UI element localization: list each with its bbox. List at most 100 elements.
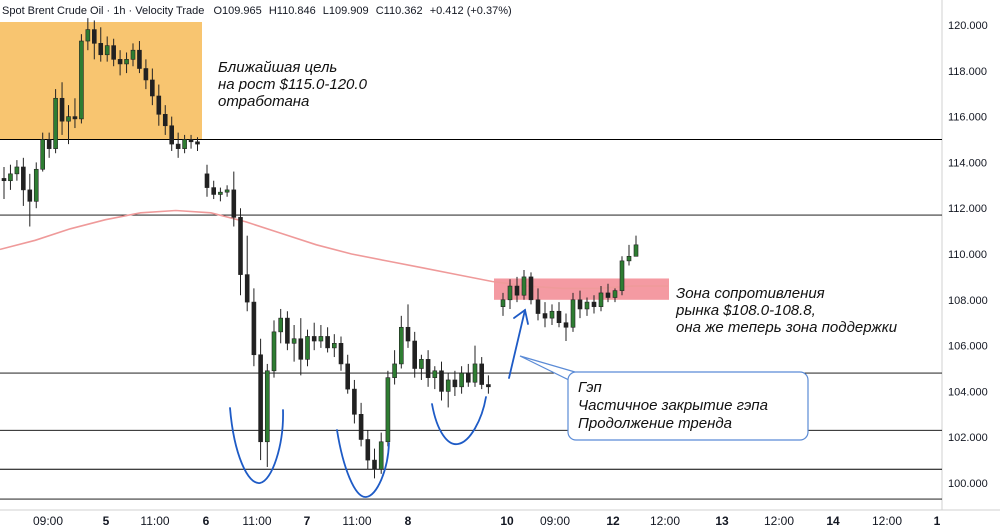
candle	[514, 276, 520, 303]
candle	[244, 235, 250, 312]
candle-body	[150, 79, 155, 97]
x-tick-label: 7	[304, 514, 311, 528]
resistance-text-3: она же теперь зона поддержки	[676, 319, 898, 336]
candle	[352, 379, 357, 424]
candle	[33, 162, 39, 209]
candle	[528, 272, 534, 305]
candle-body	[486, 384, 491, 388]
candle	[169, 116, 174, 151]
candle-body	[182, 139, 187, 149]
candle-body	[378, 441, 384, 470]
candle-body	[425, 359, 431, 378]
candle-body	[385, 377, 391, 443]
callout-pointer	[519, 355, 576, 384]
candle-body	[204, 173, 210, 188]
y-tick-label: 118.000	[948, 66, 987, 78]
candle-body	[156, 95, 162, 115]
candle-body	[605, 292, 611, 298]
candle-body	[53, 97, 58, 149]
candle-body	[352, 388, 357, 415]
ohlc-high: H110.846	[269, 5, 316, 17]
x-tick-label: 12:00	[764, 514, 794, 528]
candle-body	[59, 97, 65, 122]
candle-body	[311, 336, 317, 342]
candle	[291, 324, 297, 362]
candle-body	[465, 372, 471, 383]
resistance-annotation: Зона сопротивления рынка $108.0-108.8, о…	[675, 285, 898, 336]
x-tick-label: 12	[606, 514, 620, 528]
candle-body	[8, 173, 13, 182]
callout-box	[567, 371, 809, 441]
candle	[412, 331, 418, 378]
candle	[59, 82, 65, 135]
candle-body	[137, 49, 142, 69]
candle	[500, 292, 506, 316]
candle	[195, 137, 200, 151]
candle-body	[500, 299, 506, 307]
candle	[405, 304, 411, 348]
candle	[251, 288, 257, 367]
candle-body	[405, 326, 411, 342]
candle	[385, 370, 391, 447]
y-tick-label: 100.000	[948, 478, 988, 490]
candle	[584, 297, 590, 316]
x-tick-label: 6	[203, 514, 210, 528]
candle	[439, 361, 444, 401]
candle	[150, 68, 155, 106]
ohlc-low: L109.909	[323, 5, 369, 17]
candle	[445, 373, 451, 408]
candle-body	[271, 331, 277, 372]
trend-arrow-shaft	[508, 309, 526, 379]
candle-body	[104, 45, 110, 56]
candle-body	[291, 338, 297, 344]
candle	[258, 338, 263, 461]
candle	[633, 235, 639, 257]
y-tick-label: 112.000	[948, 203, 987, 215]
candle	[570, 292, 576, 332]
x-tick-label: 11:00	[242, 514, 271, 528]
candle-body	[143, 68, 149, 81]
candle	[85, 18, 91, 51]
candle	[21, 157, 26, 206]
x-tick-label: 5	[103, 514, 110, 528]
y-tick-label: 120.000	[948, 20, 988, 32]
candle	[305, 329, 310, 367]
candle	[14, 160, 20, 181]
candle	[218, 187, 223, 202]
candle	[182, 134, 187, 154]
candle	[238, 208, 243, 296]
candle-body	[584, 301, 590, 310]
x-tick-label: 10	[500, 514, 514, 528]
candle-body	[231, 189, 237, 218]
candle	[591, 295, 597, 314]
candle	[325, 327, 330, 353]
target-text-1: Ближайшая цель	[218, 59, 337, 76]
candle	[338, 336, 344, 371]
candle	[331, 334, 337, 358]
x-tick-label: 11:00	[140, 514, 169, 528]
candle	[162, 105, 168, 135]
candle	[311, 322, 317, 351]
candle	[130, 43, 136, 67]
candle-body	[238, 217, 243, 275]
y-tick-label: 116.000	[948, 112, 987, 124]
bottom-arc-1	[229, 407, 284, 484]
candle-body	[392, 363, 397, 378]
candle-body	[591, 301, 597, 307]
candle-body	[211, 187, 216, 195]
candle-body	[130, 49, 136, 60]
candle-body	[195, 141, 200, 145]
bottom-arc-3	[431, 396, 487, 445]
candle-body	[556, 310, 562, 323]
candle-body	[445, 379, 451, 392]
candle-body	[472, 363, 478, 383]
x-tick-label: 13	[715, 514, 729, 528]
candle	[521, 270, 527, 300]
candle	[137, 41, 142, 74]
candle	[104, 36, 110, 62]
candle-body	[325, 336, 330, 349]
candle	[117, 50, 123, 76]
candle-body	[563, 322, 569, 328]
candle-body	[92, 29, 97, 44]
